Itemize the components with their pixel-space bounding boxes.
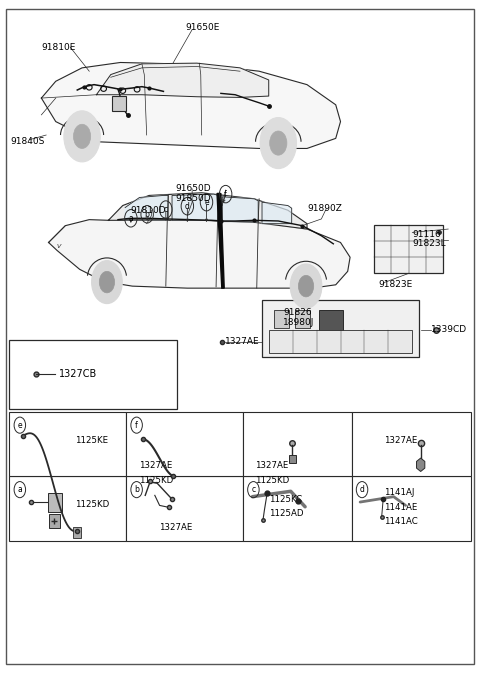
- Text: 1125KE: 1125KE: [75, 436, 108, 445]
- FancyBboxPatch shape: [319, 310, 343, 331]
- Text: 91890Z: 91890Z: [307, 205, 342, 213]
- Text: 91650D: 91650D: [175, 184, 211, 193]
- FancyBboxPatch shape: [262, 299, 420, 357]
- Text: c: c: [252, 485, 255, 494]
- FancyBboxPatch shape: [243, 476, 351, 541]
- Text: a: a: [17, 485, 22, 494]
- Text: 91826: 91826: [283, 308, 312, 318]
- FancyBboxPatch shape: [49, 514, 60, 528]
- Text: 1141AJ: 1141AJ: [384, 488, 414, 497]
- FancyBboxPatch shape: [9, 412, 126, 476]
- Text: 1327AE: 1327AE: [384, 436, 417, 445]
- Text: 91116: 91116: [412, 230, 441, 239]
- Text: 1141AE: 1141AE: [384, 503, 417, 511]
- Text: f: f: [224, 190, 227, 199]
- Text: b: b: [144, 210, 150, 219]
- Text: b: b: [134, 485, 139, 494]
- Text: 1327AE: 1327AE: [158, 524, 192, 532]
- Polygon shape: [96, 63, 269, 98]
- Circle shape: [290, 264, 322, 308]
- Text: 1327AE: 1327AE: [225, 337, 259, 347]
- Text: 91840S: 91840S: [10, 137, 45, 146]
- FancyBboxPatch shape: [351, 412, 471, 476]
- Text: 1125KC: 1125KC: [269, 495, 302, 503]
- Text: 18980J: 18980J: [283, 318, 314, 327]
- Text: d: d: [360, 485, 364, 494]
- Text: 1327AE: 1327AE: [140, 461, 173, 470]
- FancyBboxPatch shape: [126, 412, 243, 476]
- Text: 91823E: 91823E: [379, 279, 413, 289]
- Text: a: a: [129, 214, 133, 223]
- Circle shape: [260, 118, 297, 169]
- Circle shape: [64, 111, 100, 162]
- Text: 1125AD: 1125AD: [269, 509, 303, 518]
- Text: e: e: [204, 198, 209, 207]
- FancyBboxPatch shape: [73, 527, 81, 538]
- Text: 91810D: 91810D: [130, 206, 166, 215]
- FancyBboxPatch shape: [243, 412, 351, 476]
- FancyBboxPatch shape: [269, 330, 412, 353]
- Text: e: e: [18, 421, 22, 429]
- Text: 1125KD: 1125KD: [255, 476, 289, 485]
- FancyBboxPatch shape: [126, 476, 243, 541]
- Circle shape: [299, 275, 314, 297]
- FancyBboxPatch shape: [274, 310, 289, 328]
- FancyBboxPatch shape: [9, 340, 177, 409]
- Text: V: V: [57, 244, 61, 249]
- Circle shape: [270, 131, 287, 155]
- Circle shape: [92, 260, 122, 304]
- Text: 1327CB: 1327CB: [59, 369, 97, 380]
- FancyBboxPatch shape: [295, 310, 311, 328]
- Polygon shape: [217, 193, 224, 288]
- Polygon shape: [41, 63, 340, 149]
- Polygon shape: [125, 195, 168, 219]
- Text: d: d: [185, 202, 190, 211]
- Text: 1125KD: 1125KD: [75, 500, 109, 509]
- FancyBboxPatch shape: [351, 476, 471, 541]
- Text: 91850D: 91850D: [175, 194, 211, 203]
- Text: 91650E: 91650E: [185, 23, 219, 32]
- Text: 1327AE: 1327AE: [255, 461, 288, 470]
- FancyBboxPatch shape: [112, 96, 126, 111]
- Text: 1125KD: 1125KD: [140, 476, 174, 485]
- Text: c: c: [164, 205, 168, 214]
- FancyBboxPatch shape: [9, 476, 126, 541]
- FancyBboxPatch shape: [48, 493, 62, 512]
- Polygon shape: [262, 202, 292, 223]
- Text: 1141AC: 1141AC: [384, 518, 417, 526]
- FancyBboxPatch shape: [374, 225, 444, 273]
- Circle shape: [73, 125, 91, 149]
- FancyBboxPatch shape: [288, 455, 296, 463]
- Text: 91810E: 91810E: [41, 43, 76, 52]
- Polygon shape: [172, 194, 218, 220]
- Text: 91823L: 91823L: [412, 240, 446, 248]
- Polygon shape: [222, 197, 258, 221]
- Text: f: f: [135, 421, 138, 429]
- Polygon shape: [108, 192, 307, 229]
- Text: 1339CD: 1339CD: [432, 325, 468, 334]
- Polygon shape: [48, 219, 350, 288]
- Circle shape: [99, 271, 115, 293]
